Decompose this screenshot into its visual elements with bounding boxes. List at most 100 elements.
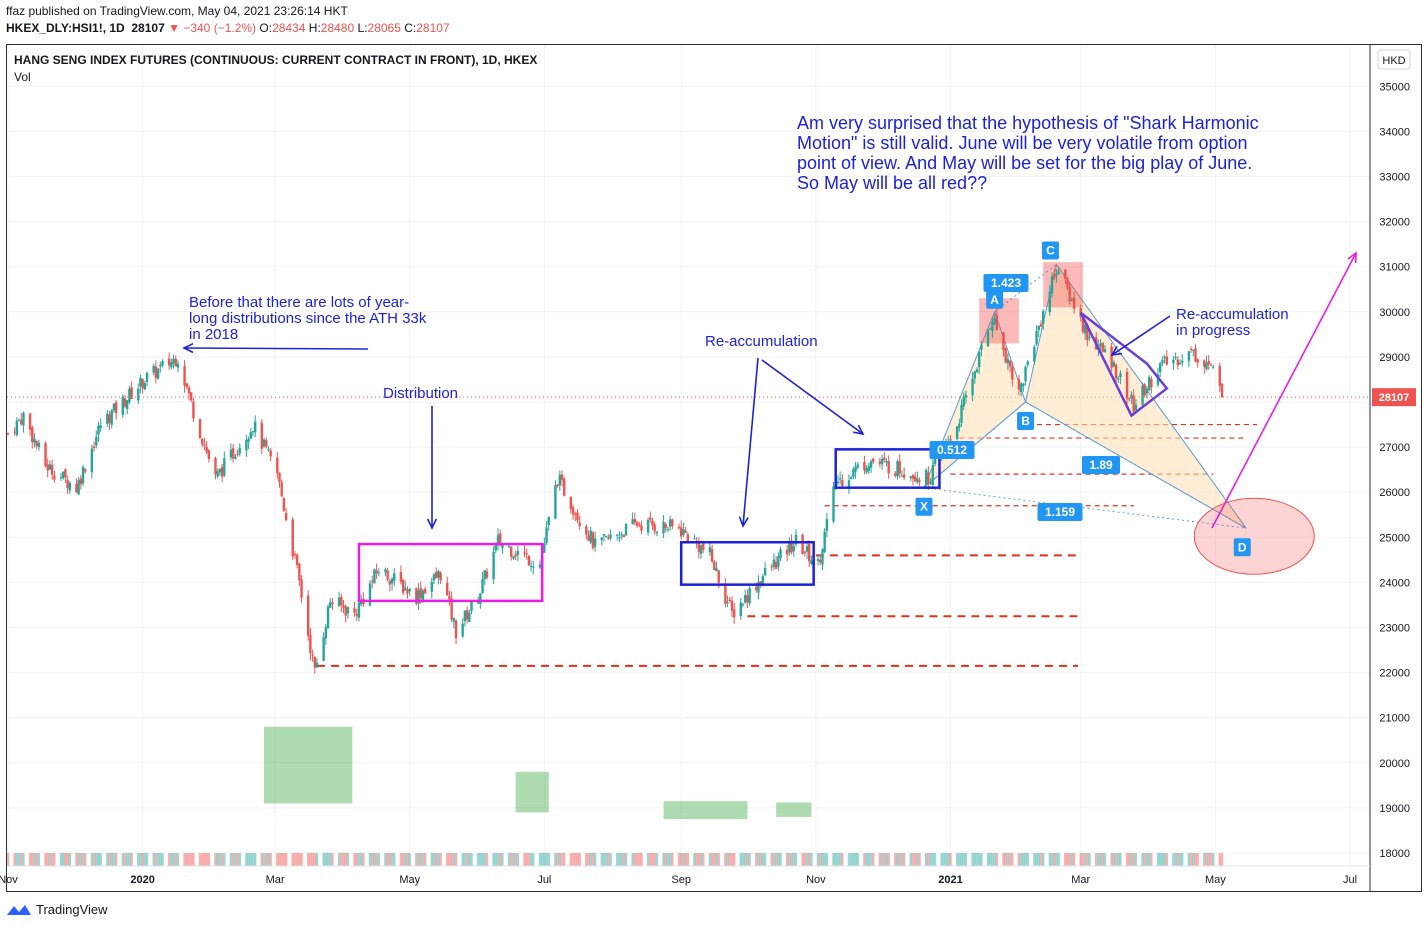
currency-badge[interactable] [1377,49,1411,70]
candle-body [777,556,780,567]
volume-bar [1110,853,1113,866]
volume-bar [834,853,837,866]
candle-body [686,534,690,542]
volume-bar [97,853,100,866]
volume-bar [167,853,171,866]
volume-bar [1112,853,1116,866]
volume-bar [788,853,791,866]
volume-bar [823,853,826,866]
candle-body [1203,360,1206,367]
reaccumulation-label: Re-accumulation [705,333,818,350]
volume-bar [17,853,21,866]
arrow-reacc-1 [738,357,759,528]
candle-body [1119,373,1122,378]
candle-body [607,537,610,539]
volume-bar [728,853,731,866]
volume-bar [794,853,798,866]
volume-bar [1203,853,1206,866]
point-a-label: A [990,293,999,307]
candle-body [801,535,804,554]
volume-bar [525,853,528,866]
candle-body [170,362,173,368]
candle-body [430,581,433,592]
big-note-line3: point of view. And May will be set for t… [797,153,1252,173]
candle-body [878,461,882,464]
candle-body [609,534,612,539]
ratio-1159-bg [1037,503,1083,521]
volume-bar [757,853,760,866]
vol-label: Vol [14,70,31,84]
candle-body [1145,388,1149,394]
candle-body [971,378,974,396]
reaccumulation-box-1 [679,541,815,586]
candle-body [1211,366,1215,368]
candle-body [646,520,650,533]
volume-bar [898,853,901,866]
candle-body [589,530,592,543]
candle-body [423,589,427,594]
x-tick-label: Jul [1343,874,1357,886]
candle-body [576,512,579,521]
volume-bar [510,853,513,866]
arrow-shaft [742,357,759,527]
candle-body [298,564,301,581]
volume-bar [854,853,857,866]
volume-bar [99,853,102,866]
candle-body [476,602,480,604]
volume-bar [1004,853,1007,866]
volume-bar [1006,853,1010,866]
volume-bar [1189,853,1193,866]
candle-body [1002,332,1005,350]
candle-body [291,519,294,557]
point-d-label-bg [1233,538,1251,557]
volume-highlights [264,726,812,820]
candle-body [1033,346,1036,362]
candle-body [1070,299,1074,301]
tradingview-brand[interactable]: TradingView [6,902,108,917]
candle-body [585,526,588,535]
volume-bar [869,853,873,866]
volume-bar [1053,853,1056,866]
volume-bar [276,853,279,866]
candle-body [53,475,56,480]
volume-bar [885,853,888,866]
volume-bar [774,853,778,866]
low-value: 28065 [367,21,401,35]
volume-bar [439,853,442,866]
volume-bar [114,853,118,866]
candle-body [33,438,36,443]
volume-bar [942,853,946,866]
volume-bar [435,853,438,866]
candle-body [569,496,573,509]
candle-body [306,595,310,636]
candle-body [223,458,226,476]
volume-bar [401,853,405,866]
candle-body [139,377,142,387]
volume-bar [1114,853,1118,866]
volume-bar [311,853,314,866]
candle-body [461,623,464,637]
candle-body [229,449,233,458]
volume-bar [1094,853,1098,866]
candle-body [192,401,195,419]
volume-bar [1209,853,1213,866]
volume-bar [1055,853,1058,866]
candle-body [205,446,208,453]
candle-body [865,468,868,473]
ohlc-line: HKEX_DLY:HSI1!, 1D 28107 ▼ −340 (−1.2%) … [6,21,450,35]
candle-body [346,607,350,614]
volume-bar [282,853,286,866]
candle-body [671,519,674,526]
candle-body [262,439,266,447]
volume-bar [896,853,899,866]
volume-bar [772,853,776,866]
volume-bar [989,853,992,866]
chart-frame[interactable] [6,44,1422,892]
volume-bar [174,853,177,866]
volume-bar [865,853,868,866]
candle-body [821,549,824,565]
harmonic-bd [1025,401,1247,529]
candle-body [710,549,714,562]
volume-bar [494,853,497,866]
